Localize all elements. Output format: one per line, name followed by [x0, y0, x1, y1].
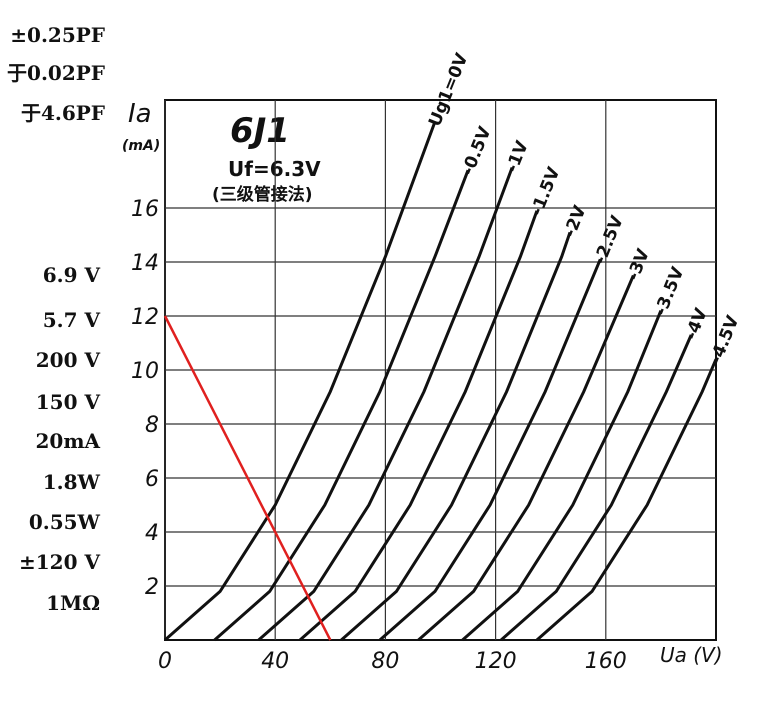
spec-value: 0.55W: [29, 510, 101, 534]
spec-value: 于0.02PF: [7, 61, 105, 85]
spec-value: ±0.25PF: [10, 23, 105, 47]
x-tick-label: 120: [475, 649, 517, 674]
curve: [461, 310, 663, 642]
chart-note: (三级管接法): [212, 184, 313, 205]
curve-label: -0.5V: [458, 123, 496, 178]
y-axis-label: Ia: [128, 99, 152, 129]
curve-label: -3.5V: [651, 264, 689, 319]
curve-label: -4V: [681, 305, 712, 343]
chart-subtitle: Uf=6.3V: [228, 157, 321, 181]
x-tick-label: 160: [585, 649, 627, 674]
spec-value: 6.9 V: [43, 263, 101, 287]
y-axis-unit: (mA): [122, 138, 160, 154]
chart-title: 6J1: [230, 111, 290, 151]
curve-label: -2.5V: [590, 212, 628, 267]
curve: [378, 258, 602, 642]
curve: [535, 358, 718, 642]
y-tick-label: 2: [145, 575, 159, 600]
spec-value: 1.8W: [43, 470, 101, 494]
curve-label: -1V: [502, 137, 533, 175]
curve-label: -4.5V: [706, 312, 744, 367]
x-tick-label: 80: [371, 649, 399, 674]
curve: [500, 334, 693, 642]
y-tick-label: 16: [131, 197, 159, 222]
y-tick-label: 4: [145, 521, 159, 546]
curve: [417, 274, 635, 642]
y-tick-label: 8: [145, 413, 159, 438]
spec-value: 1MΩ: [46, 591, 100, 615]
spec-value: 200 V: [36, 348, 101, 372]
y-tick-label: 6: [145, 467, 159, 492]
spec-value: 20mA: [35, 429, 100, 453]
curve: [299, 210, 539, 642]
curve-label: -3V: [623, 245, 654, 283]
y-tick-label: 14: [131, 251, 159, 276]
curve: [164, 121, 437, 642]
spec-value: 于4.6PF: [21, 101, 105, 125]
load-line: [163, 315, 332, 641]
x-tick-label: 0: [158, 649, 172, 674]
curve-label: -1.5V: [527, 164, 565, 219]
curve-label: Ug1=0V: [425, 50, 473, 130]
y-tick-label: 12: [131, 305, 159, 330]
y-tick-label: 10: [131, 359, 159, 384]
curve: [257, 166, 514, 642]
x-axis-label: Ua (V): [660, 643, 723, 667]
x-tick-label: 40: [261, 649, 289, 674]
spec-value: ±120 V: [19, 550, 100, 574]
spec-value: 5.7 V: [43, 308, 101, 332]
spec-value: 150 V: [36, 390, 101, 414]
curve: [340, 231, 572, 642]
curve: [213, 169, 470, 642]
